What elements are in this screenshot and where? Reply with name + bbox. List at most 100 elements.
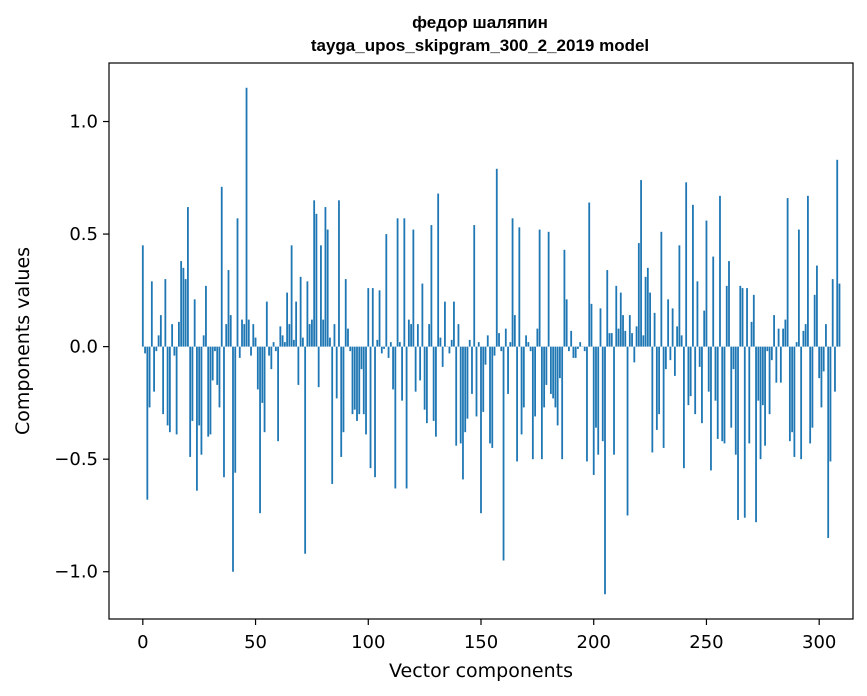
bar-154 (489, 346, 491, 444)
bar-209 (613, 346, 615, 455)
bar-184 (556, 346, 559, 426)
bar-3 (148, 346, 151, 408)
bar-65 (288, 324, 291, 347)
bar-93 (351, 346, 354, 415)
bar-223 (644, 276, 647, 347)
bar-251 (707, 346, 710, 392)
bar-77 (315, 213, 318, 347)
bar-307 (834, 346, 836, 392)
bar-130 (435, 346, 437, 437)
bar-91 (347, 328, 349, 347)
bar-104 (376, 339, 379, 347)
bar-206 (606, 270, 609, 347)
bar-18 (182, 267, 185, 347)
bar-115 (401, 346, 403, 401)
bar-292 (800, 346, 803, 460)
bar-245 (694, 346, 697, 415)
bar-247 (698, 346, 701, 367)
bar-140 (457, 324, 460, 347)
x-tick-label-3: 150 (464, 632, 498, 653)
bar-24 (196, 346, 198, 491)
bar-269 (748, 346, 751, 444)
x-axis: 0 50 100 150 200 250 300 (137, 619, 836, 653)
bar-67 (292, 339, 295, 347)
bar-147 (473, 225, 476, 347)
bar-86 (335, 346, 338, 399)
bar-152 (484, 346, 487, 365)
x-tick-label-4: 200 (577, 632, 611, 653)
bar-20 (187, 207, 189, 347)
bar-225 (649, 292, 651, 347)
bar-277 (766, 346, 769, 352)
bar-12 (168, 346, 171, 433)
bar-161 (504, 328, 507, 347)
bar-240 (683, 346, 685, 469)
bar-129 (432, 346, 435, 421)
chart-title-line1: федор шаляпин (412, 13, 548, 32)
bar-308 (836, 159, 839, 347)
bar-232 (664, 346, 667, 370)
bar-15 (175, 346, 178, 435)
bar-273 (757, 346, 760, 401)
bar-98 (362, 346, 365, 415)
bar-16 (177, 321, 180, 347)
bar-301 (820, 346, 823, 408)
bar-149 (477, 342, 480, 347)
bar-258 (723, 346, 726, 444)
x-tick-label-6: 300 (802, 632, 836, 653)
bar-75 (311, 319, 313, 347)
bar-197 (586, 346, 588, 462)
bar-87 (338, 200, 340, 347)
bar-261 (730, 346, 733, 428)
bar-183 (554, 346, 557, 408)
bar-53 (261, 346, 264, 403)
bar-298 (813, 294, 816, 347)
bar-54 (263, 346, 266, 433)
bar-44 (241, 319, 243, 347)
bar-171 (527, 342, 530, 347)
bar-262 (732, 346, 735, 370)
bar-42 (236, 218, 239, 347)
bar-297 (811, 346, 814, 428)
bar-176 (538, 229, 541, 347)
bar-234 (669, 346, 672, 361)
bar-212 (619, 292, 622, 347)
bar-214 (624, 330, 627, 347)
bar-306 (831, 279, 834, 347)
bar-303 (825, 324, 827, 347)
bar-309 (838, 283, 841, 347)
bar-119 (410, 324, 413, 347)
bar-17 (180, 261, 183, 347)
bar-187 (563, 249, 566, 347)
bar-90 (344, 279, 347, 347)
bar-300 (818, 346, 821, 379)
bar-227 (653, 312, 656, 347)
bar-27 (202, 335, 205, 347)
bar-287 (788, 346, 791, 442)
bar-224 (646, 267, 649, 347)
bar-246 (696, 281, 699, 347)
bar-166 (516, 346, 518, 462)
bar-52 (259, 346, 261, 514)
bar-11 (166, 346, 169, 426)
bar-71 (301, 337, 304, 347)
bar-208 (610, 333, 613, 347)
bar-299 (816, 265, 818, 347)
y-tick-label-3: 0.5 (69, 224, 98, 245)
bar-113 (396, 218, 399, 347)
bar-40 (232, 346, 234, 572)
bar-22 (191, 346, 194, 421)
bar-116 (403, 218, 406, 347)
bar-99 (365, 346, 367, 435)
bar-48 (250, 346, 252, 356)
bar-57 (270, 346, 273, 370)
bar-143 (464, 346, 467, 433)
bar-51 (256, 346, 259, 390)
x-tick-label-5: 250 (689, 632, 723, 653)
bar-13 (171, 324, 174, 347)
bar-231 (662, 346, 665, 448)
bar-59 (274, 346, 277, 352)
bar-38 (227, 270, 230, 347)
bar-221 (640, 180, 642, 347)
bar-25 (198, 346, 201, 426)
